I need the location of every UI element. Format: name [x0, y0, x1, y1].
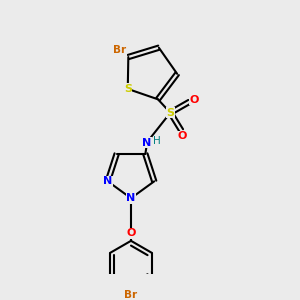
Text: H: H	[153, 136, 161, 146]
Text: S: S	[167, 108, 174, 118]
Text: N: N	[126, 193, 136, 203]
Text: O: O	[126, 229, 136, 238]
Text: N: N	[103, 176, 112, 186]
Text: S: S	[124, 84, 132, 94]
Text: Br: Br	[124, 290, 138, 300]
Text: N: N	[142, 138, 152, 148]
Text: O: O	[178, 131, 187, 141]
Text: Br: Br	[113, 46, 126, 56]
Text: O: O	[190, 95, 199, 105]
